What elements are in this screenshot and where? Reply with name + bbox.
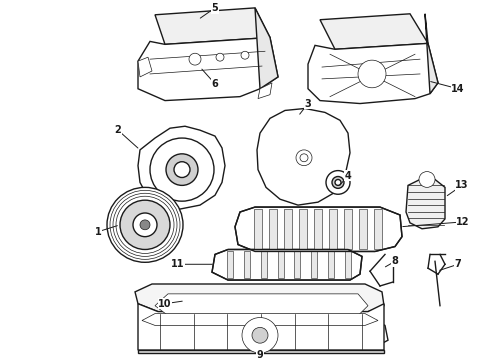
Text: 1: 1 <box>95 227 101 237</box>
Circle shape <box>296 150 312 166</box>
Polygon shape <box>135 284 384 312</box>
Polygon shape <box>261 251 267 278</box>
Text: 9: 9 <box>257 350 264 360</box>
Polygon shape <box>311 251 318 278</box>
Text: 4: 4 <box>344 171 351 180</box>
Polygon shape <box>329 209 337 248</box>
Polygon shape <box>328 251 334 278</box>
Text: 13: 13 <box>455 180 469 190</box>
Polygon shape <box>138 350 384 353</box>
Polygon shape <box>344 209 352 248</box>
Text: 8: 8 <box>392 256 398 266</box>
Polygon shape <box>142 314 378 325</box>
Polygon shape <box>425 14 438 94</box>
Polygon shape <box>345 251 351 278</box>
Circle shape <box>326 171 350 194</box>
Circle shape <box>166 154 198 185</box>
Polygon shape <box>308 44 438 104</box>
Circle shape <box>133 213 157 237</box>
Circle shape <box>419 172 435 187</box>
Polygon shape <box>155 294 368 316</box>
Text: 14: 14 <box>451 84 465 94</box>
Polygon shape <box>142 286 382 323</box>
Polygon shape <box>138 304 384 350</box>
Polygon shape <box>212 249 362 280</box>
Polygon shape <box>320 14 428 49</box>
Polygon shape <box>140 318 388 347</box>
Polygon shape <box>314 209 322 248</box>
Text: 3: 3 <box>305 99 311 109</box>
Circle shape <box>241 51 249 59</box>
Circle shape <box>216 53 224 61</box>
Polygon shape <box>255 8 278 89</box>
Polygon shape <box>138 37 278 100</box>
Polygon shape <box>235 207 402 251</box>
Polygon shape <box>277 251 284 278</box>
Polygon shape <box>294 251 300 278</box>
Polygon shape <box>227 251 233 278</box>
Circle shape <box>140 220 150 230</box>
Polygon shape <box>244 251 250 278</box>
Circle shape <box>189 53 201 65</box>
Polygon shape <box>299 209 307 248</box>
Circle shape <box>252 327 268 343</box>
Polygon shape <box>254 209 262 248</box>
Circle shape <box>332 176 344 188</box>
Polygon shape <box>374 209 382 248</box>
Polygon shape <box>155 8 270 44</box>
Polygon shape <box>138 126 225 209</box>
Polygon shape <box>359 209 367 248</box>
Text: 6: 6 <box>212 79 219 89</box>
Text: 7: 7 <box>455 259 462 269</box>
Text: 12: 12 <box>456 217 470 227</box>
Polygon shape <box>257 108 350 205</box>
Polygon shape <box>406 180 445 229</box>
Circle shape <box>120 200 170 249</box>
Text: 11: 11 <box>171 259 185 269</box>
Text: 2: 2 <box>115 125 122 135</box>
Polygon shape <box>258 83 272 99</box>
Circle shape <box>358 60 386 88</box>
Polygon shape <box>138 57 152 77</box>
Text: 10: 10 <box>158 299 172 309</box>
Circle shape <box>335 180 341 185</box>
Polygon shape <box>284 209 292 248</box>
Circle shape <box>150 138 214 201</box>
Circle shape <box>174 162 190 177</box>
Circle shape <box>300 154 308 162</box>
Circle shape <box>107 187 183 262</box>
Text: 5: 5 <box>212 3 219 13</box>
Polygon shape <box>269 209 277 248</box>
Circle shape <box>242 318 278 353</box>
